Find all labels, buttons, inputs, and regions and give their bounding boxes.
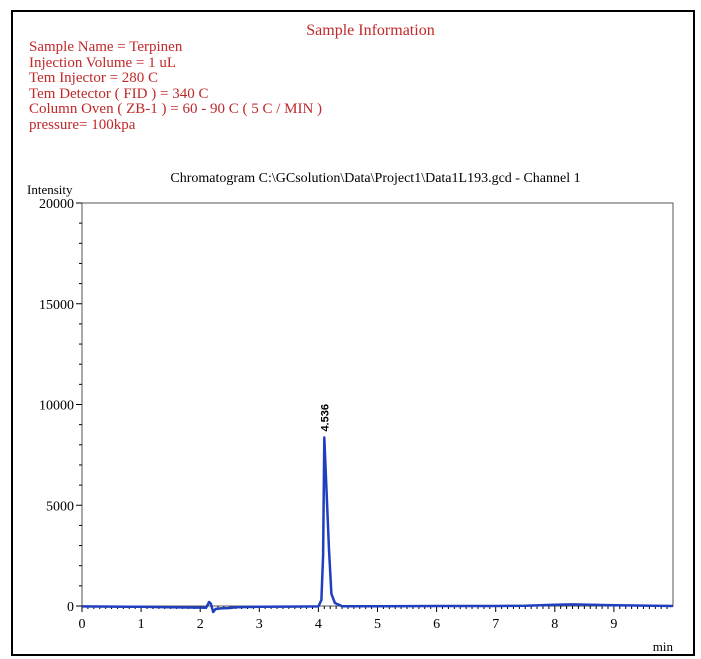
x-tick-label: 0 [79, 617, 86, 632]
plot-area [81, 202, 674, 607]
x-tick-label: 8 [551, 617, 558, 632]
y-tick-label: 20000 [39, 197, 74, 212]
sample-info-line: Sample Name = Terpinen [29, 39, 183, 55]
x-tick-label: 6 [433, 617, 440, 632]
x-axis-label: min [653, 639, 674, 654]
x-tick-label: 5 [374, 617, 381, 632]
sample-info-title: Sample Information [306, 22, 435, 39]
sample-info-block: Sample Name = Terpinen Injection Volume … [29, 39, 323, 134]
peak-label: 4.536 [319, 404, 331, 432]
chromatogram-trace [81, 436, 674, 614]
sample-info-line: Tem Detector ( FID ) = 340 C [29, 85, 209, 102]
x-tick-label: 9 [610, 617, 617, 632]
x-tick-label: 2 [197, 617, 204, 632]
x-tick-label: 7 [492, 617, 499, 632]
x-tick-label: 3 [256, 617, 263, 632]
sample-info-line: Injection Volume = 1 uL [29, 54, 177, 71]
y-axis-label: Intensity [27, 182, 73, 197]
chart-title: Chromatogram C:\GCsolution\Data\Project1… [170, 171, 581, 186]
y-tick-label: 5000 [46, 499, 74, 514]
sample-info-line: Tem Injector = 280 C [29, 70, 159, 87]
chart-frame [11, 10, 695, 656]
y-tick-label: 0 [67, 600, 74, 615]
sample-info-line: Column Oven ( ZB-1 ) = 60 - 90 C ( 5 C /… [29, 101, 323, 118]
y-tick-label: 15000 [39, 298, 74, 313]
x-tick-label: 1 [138, 617, 145, 632]
y-tick-label: 10000 [39, 399, 74, 414]
x-tick-label: 4 [315, 617, 322, 632]
sample-info-line: pressure= 100kpa [29, 116, 136, 133]
